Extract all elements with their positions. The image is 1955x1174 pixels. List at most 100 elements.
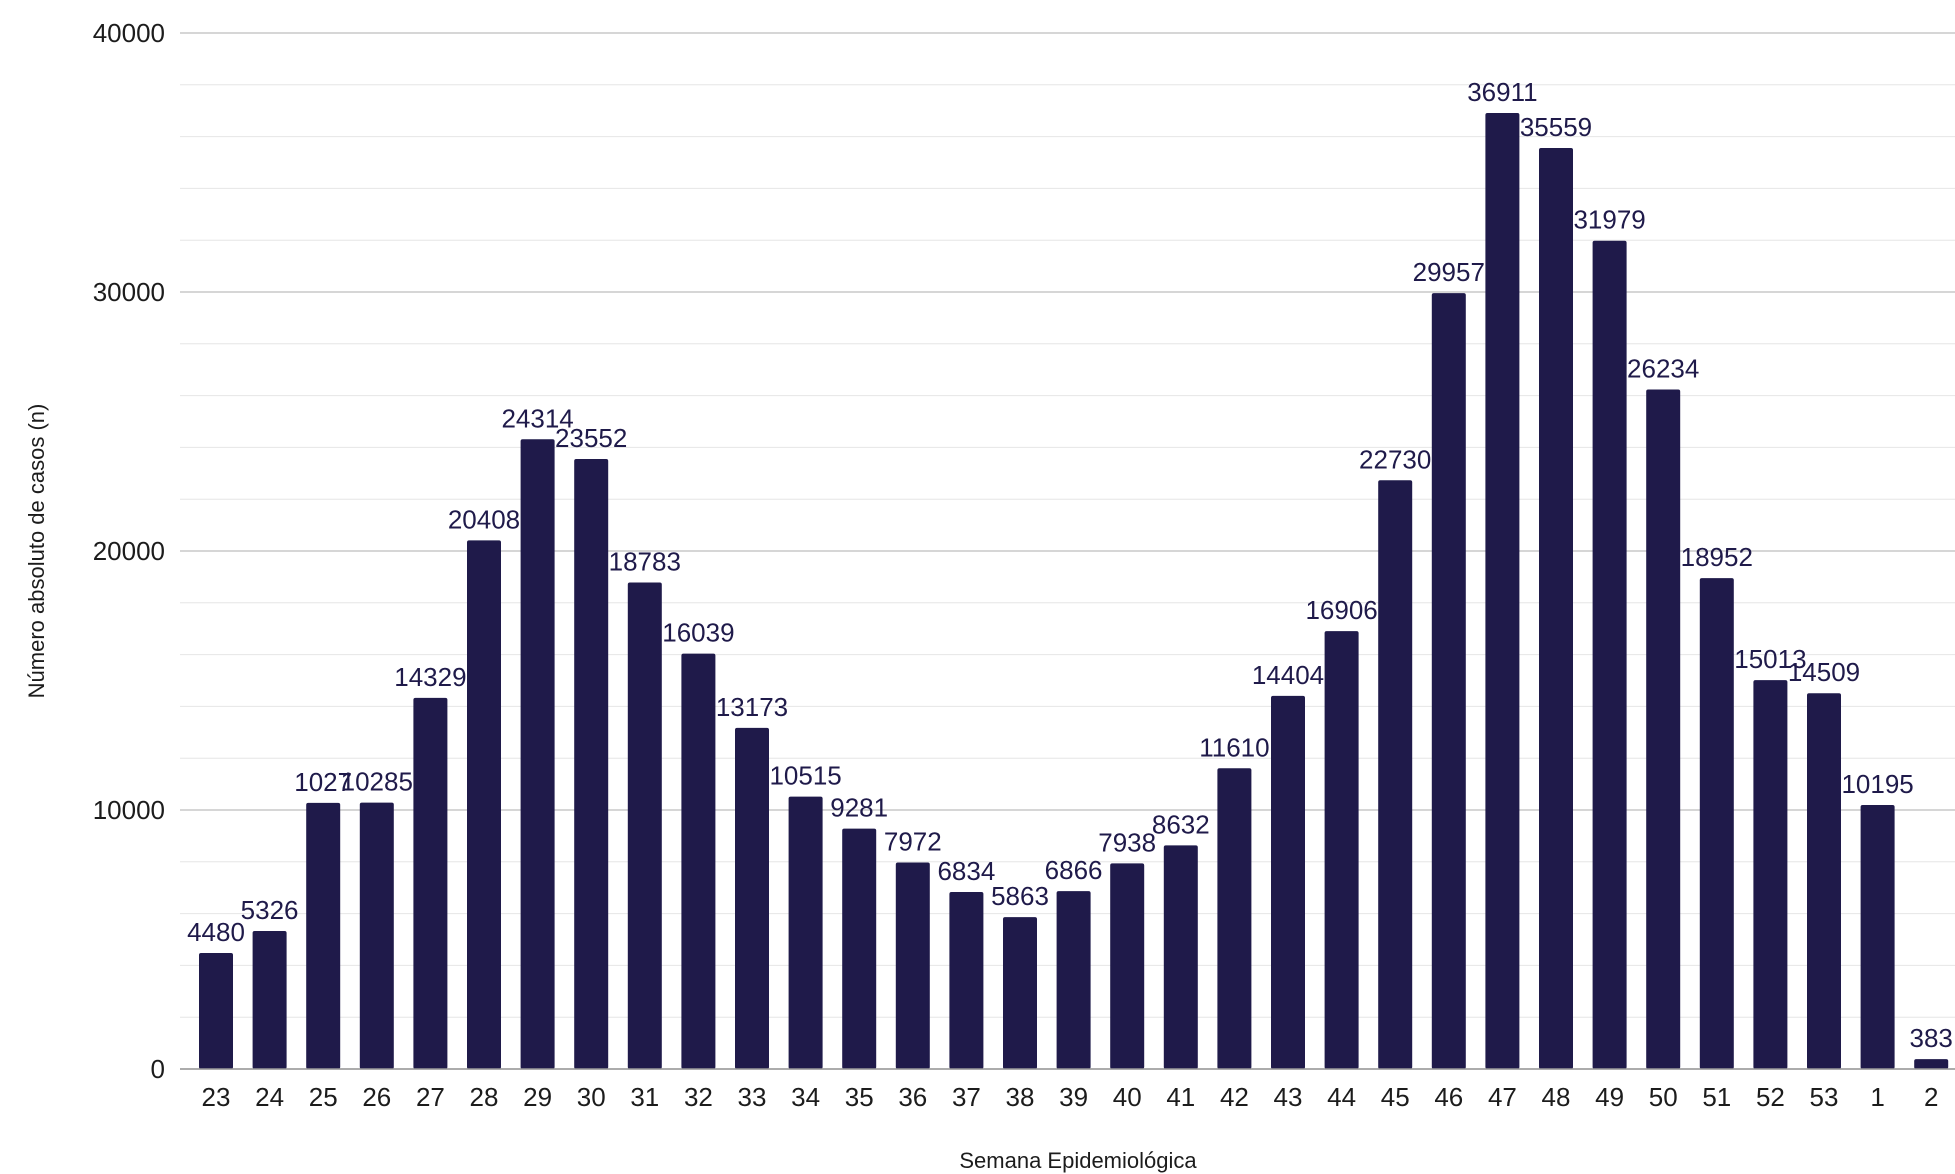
x-tick-label: 38: [1006, 1082, 1035, 1112]
bar: [1271, 695, 1305, 1069]
x-tick-label: 35: [845, 1082, 874, 1112]
x-tick-label: 37: [952, 1082, 981, 1112]
data-label: 7938: [1098, 827, 1156, 857]
data-label: 4480: [187, 917, 245, 947]
x-tick-label: 29: [523, 1082, 552, 1112]
bar: [252, 931, 287, 1069]
bar: [842, 828, 877, 1069]
data-label: 20408: [448, 504, 520, 534]
x-tick-label: 52: [1756, 1082, 1785, 1112]
bar: [1860, 804, 1895, 1069]
bar: [627, 582, 662, 1069]
data-label: 15013: [1734, 644, 1806, 674]
x-axis-title: Semana Epidemiológica: [959, 1148, 1197, 1173]
data-label: 10515: [769, 761, 841, 791]
data-label: 14329: [394, 662, 466, 692]
data-label: 22730: [1359, 444, 1431, 474]
x-tick-label: 43: [1274, 1082, 1303, 1112]
x-tick-label: 50: [1649, 1082, 1678, 1112]
data-label: 36911: [1467, 77, 1537, 107]
bar: [1378, 480, 1413, 1070]
bar: [1753, 680, 1788, 1069]
x-tick-label: 32: [684, 1082, 713, 1112]
x-tick-label: 41: [1166, 1082, 1195, 1112]
x-tick-label: 45: [1381, 1082, 1410, 1112]
y-axis-tick-labels: 0 10000 20000 30000 40000: [93, 18, 165, 1084]
data-label: 1027: [294, 767, 352, 797]
x-tick-label: 44: [1327, 1082, 1356, 1112]
x-tick-label: 47: [1488, 1082, 1517, 1112]
data-label: 5863: [991, 881, 1049, 911]
data-label: 9281: [830, 793, 888, 823]
x-tick-label: 53: [1810, 1082, 1839, 1112]
bar: [359, 802, 394, 1069]
data-label: 10195: [1841, 769, 1913, 799]
x-tick-label: 23: [202, 1082, 231, 1112]
bar: [467, 540, 501, 1069]
bar: [1807, 693, 1841, 1069]
bar: [1914, 1059, 1949, 1069]
bar: [1324, 631, 1359, 1069]
bar: [949, 891, 984, 1069]
bar: [1217, 768, 1252, 1069]
x-tick-label: 26: [362, 1082, 391, 1112]
bar: [1003, 917, 1037, 1069]
y-tick-label: 20000: [93, 536, 165, 566]
x-tick-label: 1: [1870, 1082, 1884, 1112]
data-label: 16039: [662, 618, 734, 648]
x-tick-label: 33: [738, 1082, 767, 1112]
x-tick-label: 31: [630, 1082, 659, 1112]
bar: [306, 802, 341, 1069]
bar: [520, 439, 555, 1069]
bar: [574, 459, 609, 1070]
bar: [895, 862, 930, 1069]
data-label: 13173: [716, 692, 788, 722]
bar: [199, 952, 233, 1069]
x-tick-label: 51: [1702, 1082, 1731, 1112]
bar: [413, 697, 448, 1069]
data-label: 31979: [1573, 205, 1645, 235]
data-label: 18952: [1681, 542, 1753, 572]
data-label: 6866: [1045, 855, 1103, 885]
bar: [1110, 863, 1145, 1069]
x-tick-label: 30: [577, 1082, 606, 1112]
data-label: 14404: [1252, 660, 1324, 690]
y-tick-label: 30000: [93, 277, 165, 307]
bar: [788, 796, 823, 1069]
bar: [1646, 389, 1681, 1069]
bar: [1485, 113, 1520, 1069]
bar: [1539, 148, 1573, 1069]
data-label: 29957: [1413, 257, 1485, 287]
bar: [681, 653, 716, 1069]
data-label: 11610: [1199, 732, 1269, 762]
x-tick-label: 40: [1113, 1082, 1142, 1112]
x-tick-label: 39: [1059, 1082, 1088, 1112]
x-tick-label: 27: [416, 1082, 445, 1112]
data-label: 16906: [1305, 595, 1377, 625]
x-tick-label: 42: [1220, 1082, 1249, 1112]
data-label: 26234: [1627, 354, 1699, 384]
x-tick-label: 25: [309, 1082, 338, 1112]
x-tick-label: 34: [791, 1082, 820, 1112]
x-tick-label: 49: [1595, 1082, 1624, 1112]
data-label: 14509: [1788, 657, 1860, 687]
x-tick-label: 46: [1434, 1082, 1463, 1112]
bar: [735, 727, 769, 1069]
y-tick-label: 0: [151, 1054, 165, 1084]
data-label: 24314: [501, 403, 573, 433]
y-axis-title: Número absoluto de casos (n): [24, 404, 49, 699]
bar: [1163, 845, 1198, 1069]
data-label: 10285: [341, 767, 413, 797]
x-tick-label: 2: [1924, 1082, 1938, 1112]
y-tick-label: 10000: [93, 795, 165, 825]
data-label: 23552: [555, 423, 627, 453]
y-tick-label: 40000: [93, 18, 165, 48]
data-label: 6834: [937, 856, 995, 886]
data-label: 5326: [241, 895, 299, 925]
data-label: 383: [1910, 1023, 1953, 1053]
x-tick-label: 24: [255, 1082, 284, 1112]
data-label: 7972: [884, 827, 942, 857]
x-tick-label: 28: [470, 1082, 499, 1112]
bars: [199, 113, 1949, 1070]
